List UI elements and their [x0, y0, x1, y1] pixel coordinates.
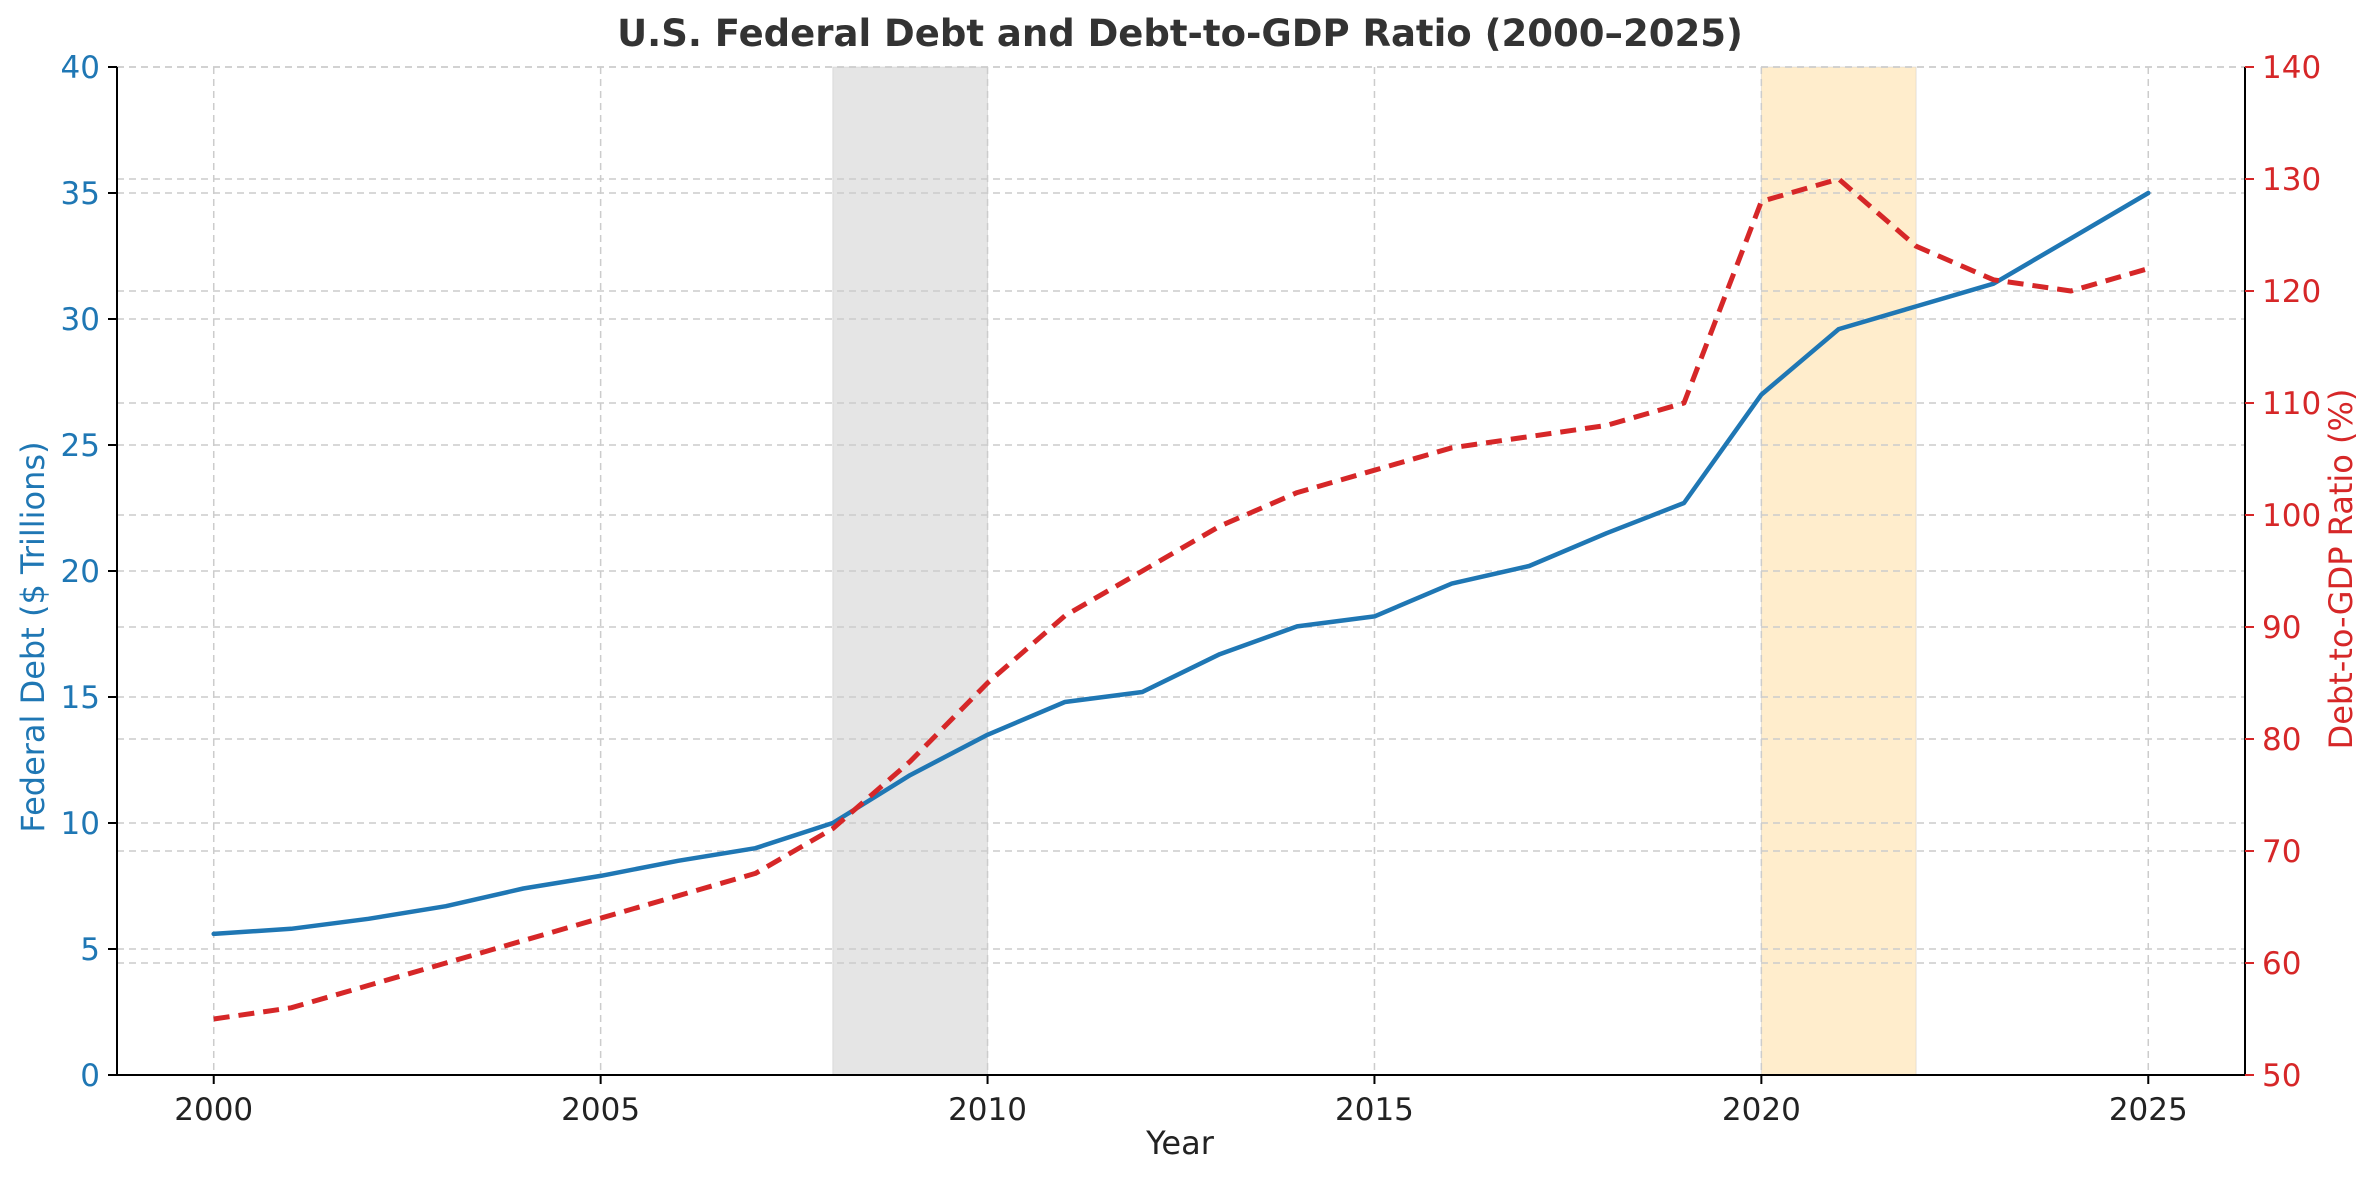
y-left-tick-label: 5 — [80, 932, 100, 968]
debt-to-gdp-line — [213, 176, 2149, 1022]
y-left-tick-label: 40 — [61, 50, 100, 86]
federal-debt-line — [211, 190, 2151, 937]
y-right-tick-label: 110 — [2262, 386, 2321, 422]
y-right-tick-label: 90 — [2262, 610, 2301, 646]
y-right-tick-label: 60 — [2262, 946, 2301, 982]
y-right-tick-label: 50 — [2262, 1058, 2301, 1094]
series-lines — [211, 176, 2151, 1022]
y-right-tick-label: 130 — [2262, 162, 2321, 198]
y-axis-right-label: Debt-to-GDP Ratio (%) — [2322, 389, 2360, 750]
x-tick-label: 2020 — [1722, 1092, 1801, 1128]
x-tick-label: 2005 — [561, 1092, 640, 1128]
x-tick-label: 2025 — [2109, 1092, 2188, 1128]
x-tick-label: 2010 — [948, 1092, 1027, 1128]
y-left-tick-label: 30 — [61, 302, 100, 338]
y-right-tick-label: 100 — [2262, 498, 2321, 534]
x-axis-label: Year — [1145, 1124, 1215, 1162]
y-right-tick-label: 120 — [2262, 274, 2321, 310]
y-right-tick-label: 70 — [2262, 834, 2301, 870]
y-left-tick-label: 15 — [61, 680, 100, 716]
x-tick-label: 2000 — [174, 1092, 253, 1128]
y-left-tick-label: 10 — [61, 806, 100, 842]
y-axis-left-label: Federal Debt ($ Trillions) — [14, 441, 52, 832]
chart-title: U.S. Federal Debt and Debt-to-GDP Ratio … — [617, 12, 1743, 55]
y-right-tick-label: 80 — [2262, 722, 2301, 758]
y-right-tick-label: 140 — [2262, 50, 2321, 86]
y-left-tick-label: 25 — [61, 428, 100, 464]
chart-labels: U.S. Federal Debt and Debt-to-GDP Ratio … — [14, 12, 2360, 1162]
grid — [117, 66, 2245, 1076]
y-left-tick-label: 0 — [80, 1058, 100, 1094]
axes: 2000 2005 2010 2015 2020 20250510152025303540… — [61, 50, 2322, 1128]
x-tick-label: 2015 — [1335, 1092, 1414, 1128]
y-left-tick-label: 35 — [61, 176, 100, 212]
y-left-tick-label: 20 — [61, 554, 100, 590]
